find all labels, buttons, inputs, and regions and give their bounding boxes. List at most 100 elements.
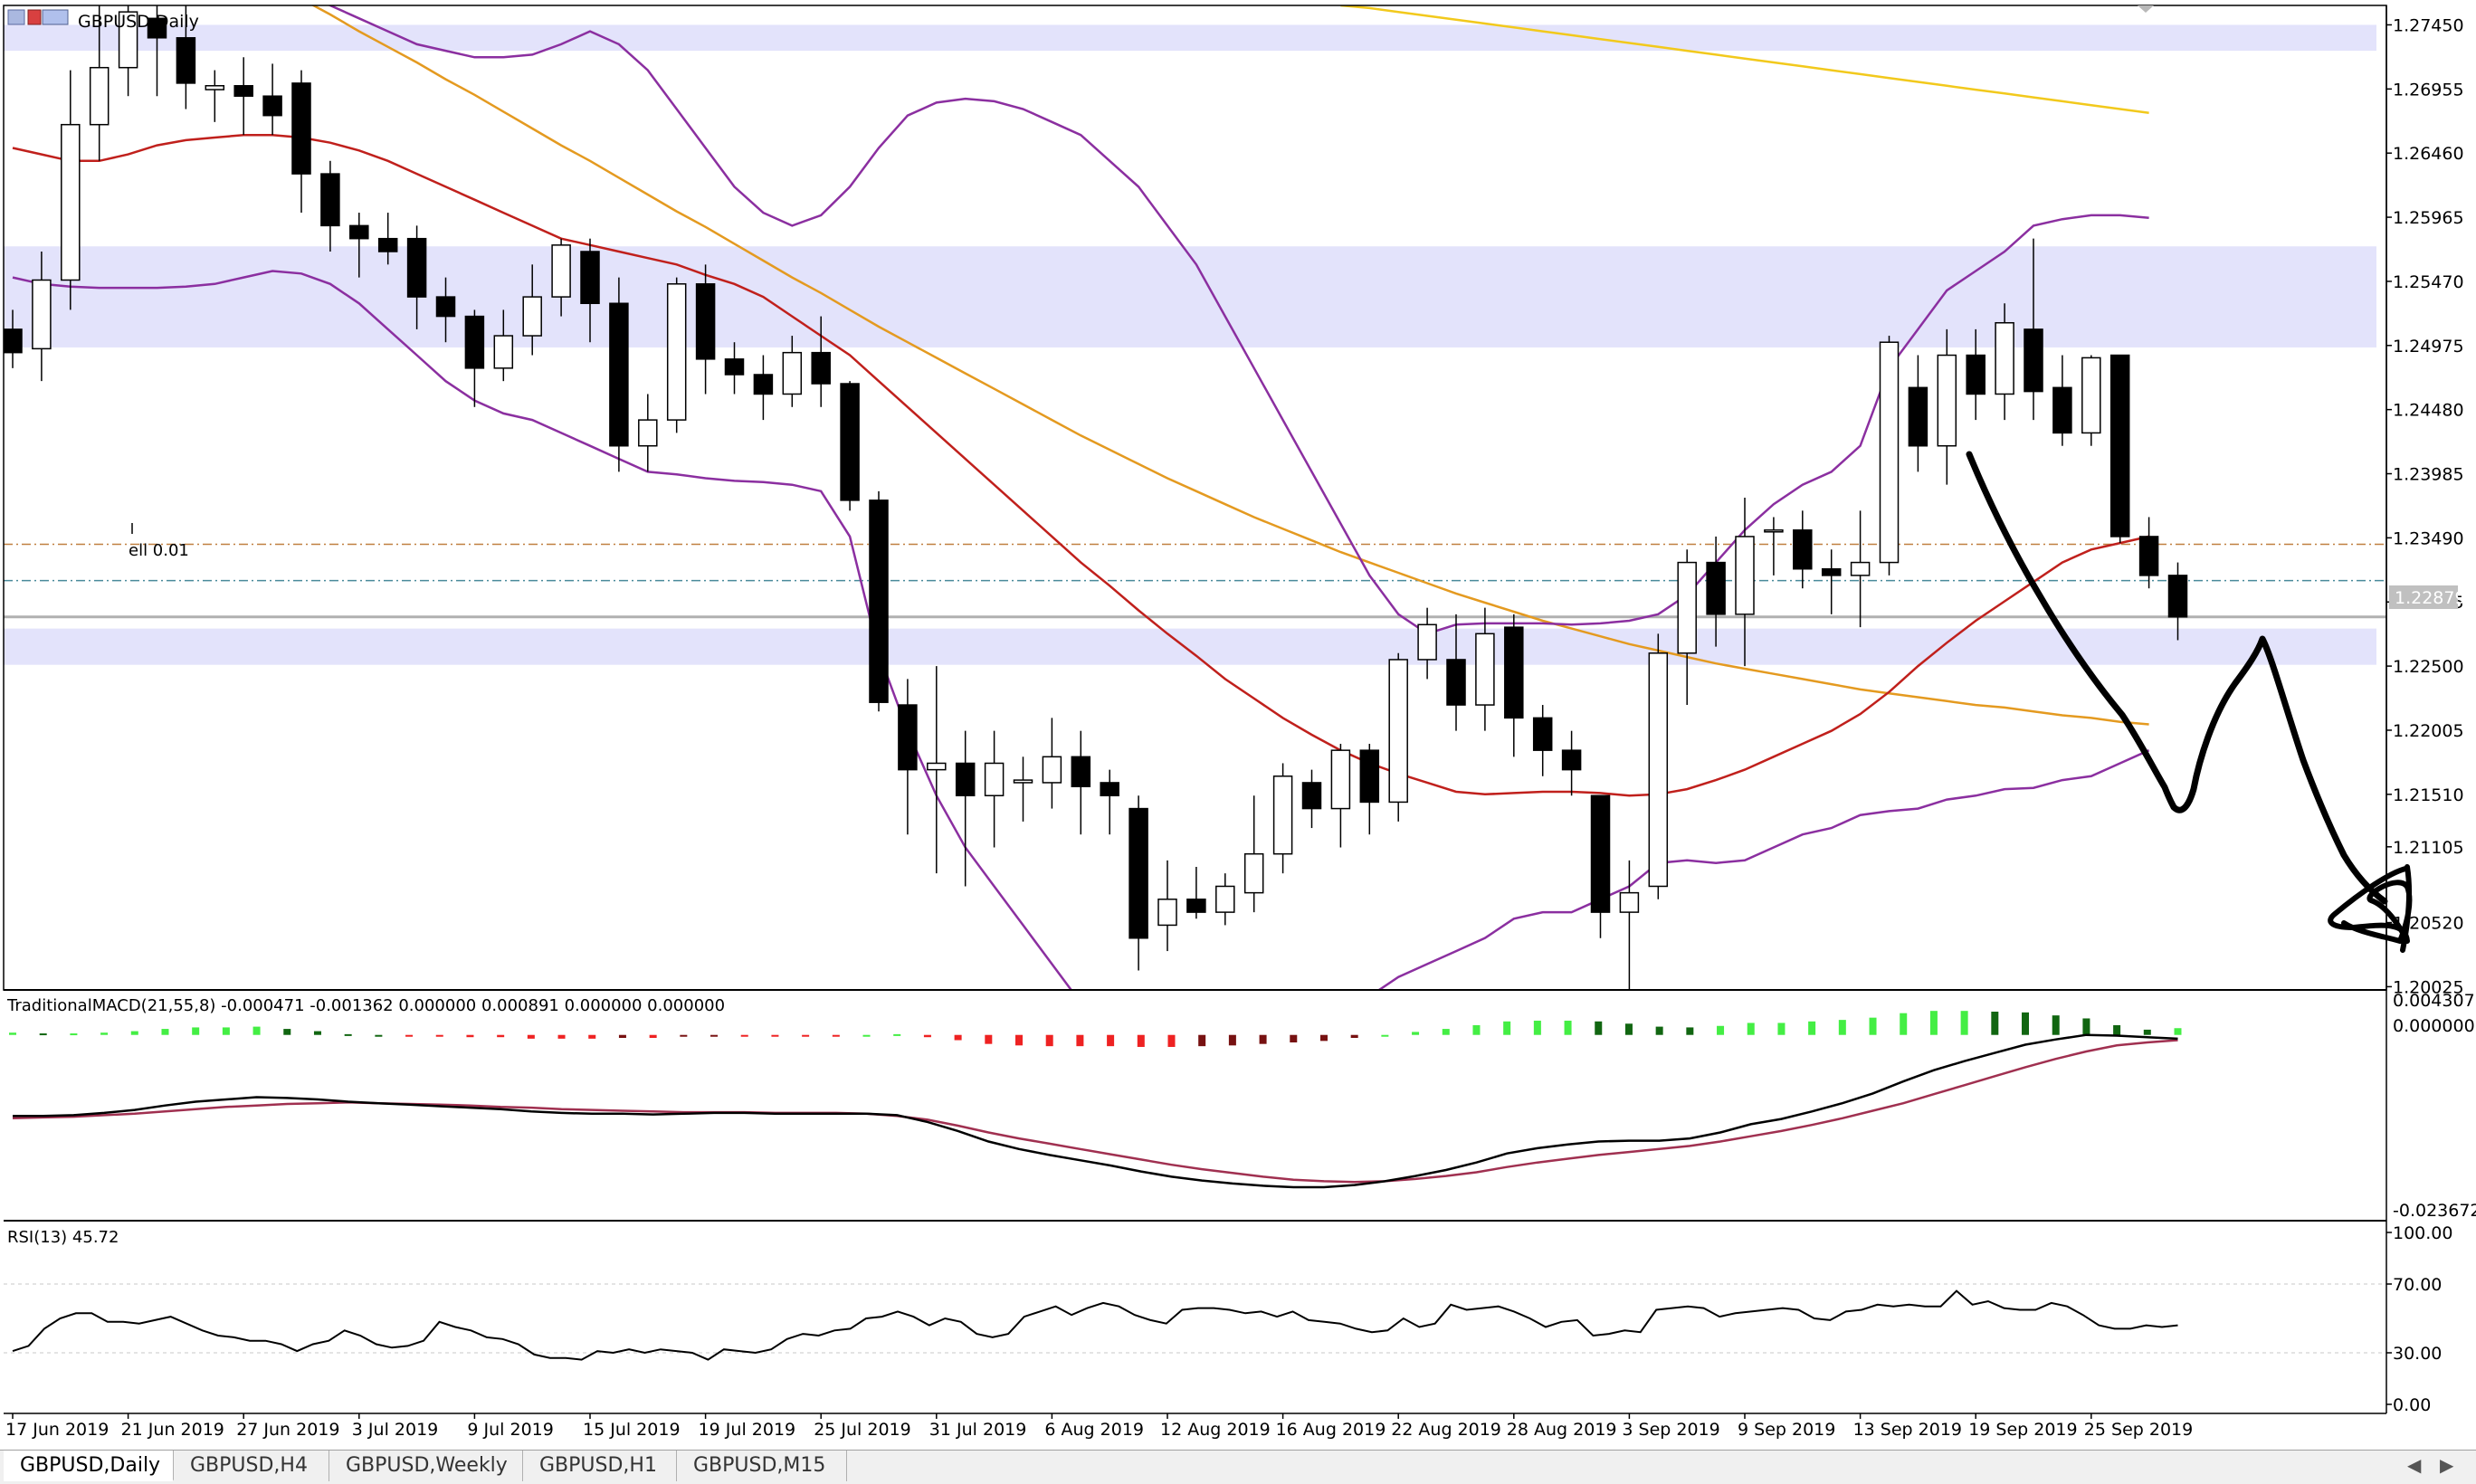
candle-body bbox=[2052, 386, 2072, 434]
candle-body bbox=[2109, 354, 2130, 537]
chart-canvas[interactable]: 100.00 70.00 30.00 0.00 1.27450 1.26955 1.264… bbox=[0, 0, 2476, 1450]
macd-histogram-bar bbox=[710, 1034, 719, 1037]
price-tick-label: 1.20025 bbox=[2393, 977, 2464, 997]
macd-histogram-bar bbox=[466, 1034, 474, 1038]
macd-histogram-bar bbox=[557, 1034, 566, 1039]
macd-histogram-bar bbox=[405, 1034, 414, 1037]
candle-body bbox=[1590, 794, 1611, 913]
chart-blue-icon[interactable] bbox=[42, 9, 69, 25]
tab-gbpusd-h4[interactable]: GBPUSD,H4 bbox=[174, 1451, 329, 1481]
candle-body bbox=[1706, 561, 1726, 615]
candle-body bbox=[1301, 782, 1322, 810]
candle-body bbox=[1128, 807, 1148, 939]
candle-body bbox=[118, 11, 138, 69]
macd-histogram-bar bbox=[283, 1029, 291, 1035]
price-tick-label: 1.25965 bbox=[2393, 208, 2464, 228]
time-tick-label: 12 Aug 2019 bbox=[1160, 1420, 1271, 1440]
candle-body bbox=[1243, 852, 1264, 894]
candle-body bbox=[1417, 623, 1437, 661]
macd-histogram-bar bbox=[1259, 1034, 1267, 1044]
macd-histogram-bar bbox=[130, 1031, 138, 1035]
chart-shift-marker[interactable] bbox=[2138, 5, 2154, 13]
supply-demand-zone bbox=[4, 628, 2376, 665]
macd-histogram-bar bbox=[1960, 1011, 1968, 1035]
macd-histogram-bar bbox=[100, 1032, 109, 1035]
candle-body bbox=[1793, 529, 1813, 570]
macd-histogram-bar bbox=[1624, 1023, 1633, 1035]
macd-histogram-bar bbox=[954, 1034, 962, 1041]
time-tick-label: 9 Sep 2019 bbox=[1738, 1420, 1835, 1440]
time-tick-label: 19 Sep 2019 bbox=[1968, 1420, 2077, 1440]
macd-histogram-bar bbox=[740, 1034, 748, 1037]
macd-histogram-bar bbox=[527, 1034, 535, 1039]
bollinger-upper-line bbox=[327, 5, 2149, 635]
time-tick-label: 22 Aug 2019 bbox=[1391, 1420, 1501, 1440]
candle-body bbox=[349, 224, 369, 240]
tab-gbpusd-weekly[interactable]: GBPUSD,Weekly bbox=[329, 1451, 523, 1481]
candle-body bbox=[840, 383, 860, 501]
candle-body bbox=[2081, 357, 2101, 434]
macd-histogram-bar bbox=[2022, 1012, 2030, 1035]
candle-body bbox=[205, 85, 225, 90]
candle-body bbox=[32, 279, 52, 350]
price-tick-label: 1.26460 bbox=[2393, 144, 2464, 164]
candle-body bbox=[1677, 561, 1697, 654]
time-tick-label: 21 Jun 2019 bbox=[121, 1420, 224, 1440]
tab-gbpusd-m15[interactable]: GBPUSD,M15 bbox=[677, 1451, 847, 1481]
macd-histogram-bar bbox=[344, 1033, 352, 1036]
tab-scroll-left-icon[interactable]: ◀ bbox=[2407, 1456, 2422, 1476]
macd-histogram-bar bbox=[1290, 1034, 1298, 1043]
macd-histogram-bar bbox=[375, 1034, 383, 1037]
candle-body bbox=[898, 704, 918, 771]
candle-body bbox=[233, 85, 253, 97]
rsi-tick-label: 70.00 bbox=[2393, 1275, 2442, 1295]
macd-histogram-bar bbox=[252, 1026, 261, 1035]
candle-body bbox=[291, 82, 311, 175]
chart-red-icon[interactable] bbox=[27, 9, 42, 25]
hand-drawn-forecast-path bbox=[1966, 451, 2388, 905]
window-controls[interactable] bbox=[7, 9, 69, 25]
time-tick-label: 25 Sep 2019 bbox=[2084, 1420, 2193, 1440]
candle-body bbox=[1186, 899, 1206, 913]
candle-body bbox=[638, 419, 658, 447]
time-tick-label: 9 Jul 2019 bbox=[467, 1420, 553, 1440]
tab-gbpusd-daily[interactable]: GBPUSD,Daily bbox=[4, 1451, 174, 1481]
rsi-tick-label: 0.00 bbox=[2393, 1395, 2431, 1415]
tab-gbpusd-h1[interactable]: GBPUSD,H1 bbox=[523, 1451, 677, 1481]
candle-body bbox=[1475, 633, 1495, 706]
macd-histogram-bar bbox=[1198, 1034, 1206, 1047]
macd-histogram-bar bbox=[1564, 1020, 1572, 1035]
candle-body bbox=[1561, 749, 1582, 771]
macd-histogram-bar bbox=[1045, 1034, 1053, 1047]
macd-histogram-bar bbox=[2174, 1028, 2182, 1035]
macd-histogram-bar bbox=[39, 1033, 47, 1036]
price-tick-label: 1.21510 bbox=[2393, 785, 2464, 805]
macd-histogram-bar bbox=[1472, 1024, 1481, 1035]
candle-body bbox=[811, 351, 831, 385]
candle-body bbox=[927, 762, 947, 771]
candle-body bbox=[1821, 567, 1842, 576]
candle-body bbox=[1330, 749, 1351, 810]
candle-body bbox=[1359, 749, 1380, 804]
candle-body bbox=[262, 95, 282, 117]
candle-body bbox=[1995, 321, 2014, 395]
time-tick-label: 3 Jul 2019 bbox=[352, 1420, 438, 1440]
time-tick-label: 17 Jun 2019 bbox=[5, 1420, 109, 1440]
time-tick-label: 16 Aug 2019 bbox=[1276, 1420, 1386, 1440]
current-price-label: 1.22879 bbox=[2395, 588, 2466, 608]
macd-histogram-bar bbox=[1747, 1023, 1755, 1035]
time-tick-label: 13 Sep 2019 bbox=[1853, 1420, 1962, 1440]
candle-body bbox=[869, 499, 889, 703]
tab-scroll-right-icon[interactable]: ▶ bbox=[2440, 1456, 2454, 1476]
candle-body bbox=[1908, 386, 1928, 447]
time-tick-label: 27 Jun 2019 bbox=[236, 1420, 339, 1440]
window-menu-icon[interactable] bbox=[7, 9, 25, 25]
candle-body bbox=[4, 328, 23, 354]
candle-body bbox=[1764, 529, 1784, 533]
macd-histogram-bar bbox=[588, 1034, 596, 1039]
candle-body bbox=[580, 251, 600, 305]
macd-histogram-bar bbox=[771, 1034, 779, 1037]
time-tick-label: 15 Jul 2019 bbox=[583, 1420, 681, 1440]
candle-body bbox=[147, 17, 167, 39]
macd-histogram-bar bbox=[161, 1029, 169, 1035]
